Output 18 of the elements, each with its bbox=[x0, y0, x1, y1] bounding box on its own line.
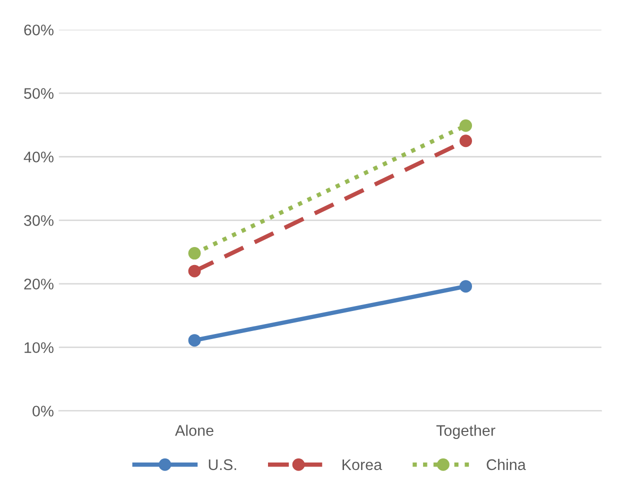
legend-label: U.S. bbox=[208, 459, 236, 470]
y-tick-label: 0% bbox=[32, 406, 54, 417]
x-tick-label: Together bbox=[436, 424, 496, 439]
point bbox=[188, 264, 201, 278]
point bbox=[188, 334, 201, 347]
y-tick-label: 60% bbox=[24, 24, 54, 36]
legend-label: Korea bbox=[342, 459, 382, 470]
y-tick-label: 40% bbox=[24, 152, 54, 162]
y-tick-label: 30% bbox=[24, 215, 54, 226]
point bbox=[460, 280, 472, 293]
legend-label: China bbox=[486, 458, 526, 470]
point bbox=[460, 134, 472, 148]
y-tick-label: 20% bbox=[24, 278, 54, 290]
point bbox=[188, 247, 201, 260]
y-tick-label: 10% bbox=[24, 342, 54, 354]
x-tick-label: Alone bbox=[175, 424, 214, 436]
y-tick-label: 50% bbox=[24, 88, 54, 99]
point bbox=[460, 119, 472, 132]
